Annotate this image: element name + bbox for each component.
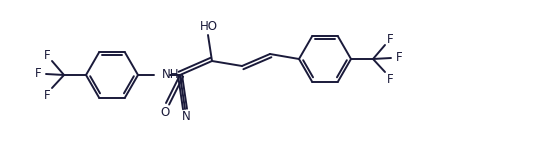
Text: F: F — [44, 88, 50, 101]
Text: N: N — [181, 111, 190, 124]
Text: F: F — [387, 32, 393, 45]
Text: F: F — [396, 51, 403, 64]
Text: F: F — [35, 67, 41, 80]
Text: F: F — [387, 72, 393, 85]
Text: F: F — [44, 48, 50, 61]
Text: NH: NH — [162, 68, 180, 80]
Text: HO: HO — [200, 20, 218, 32]
Text: O: O — [160, 105, 170, 119]
